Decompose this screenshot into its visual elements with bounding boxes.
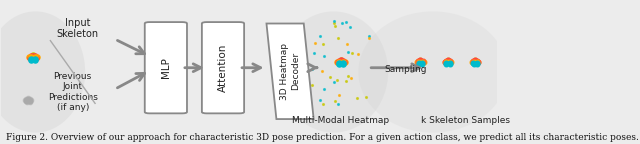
Text: Multi-Modal Heatmap: Multi-Modal Heatmap [292, 116, 390, 125]
Text: Attention: Attention [218, 43, 228, 92]
Text: MLP: MLP [161, 57, 171, 78]
Text: 3D Heatmap
Decoder: 3D Heatmap Decoder [280, 43, 300, 100]
Text: Figure 2. Overview of our approach for characteristic 3D pose prediction. For a : Figure 2. Overview of our approach for c… [6, 133, 639, 142]
Text: k Skeleton Samples: k Skeleton Samples [420, 116, 509, 125]
Text: Sampling: Sampling [384, 65, 427, 74]
Ellipse shape [0, 11, 85, 133]
Ellipse shape [358, 11, 508, 133]
FancyBboxPatch shape [202, 22, 244, 113]
Text: Input
Skeleton: Input Skeleton [56, 18, 99, 39]
Text: Previous
Joint
Predictions
(if any): Previous Joint Predictions (if any) [48, 72, 98, 112]
Polygon shape [266, 23, 314, 119]
FancyBboxPatch shape [145, 22, 187, 113]
Ellipse shape [279, 11, 388, 133]
